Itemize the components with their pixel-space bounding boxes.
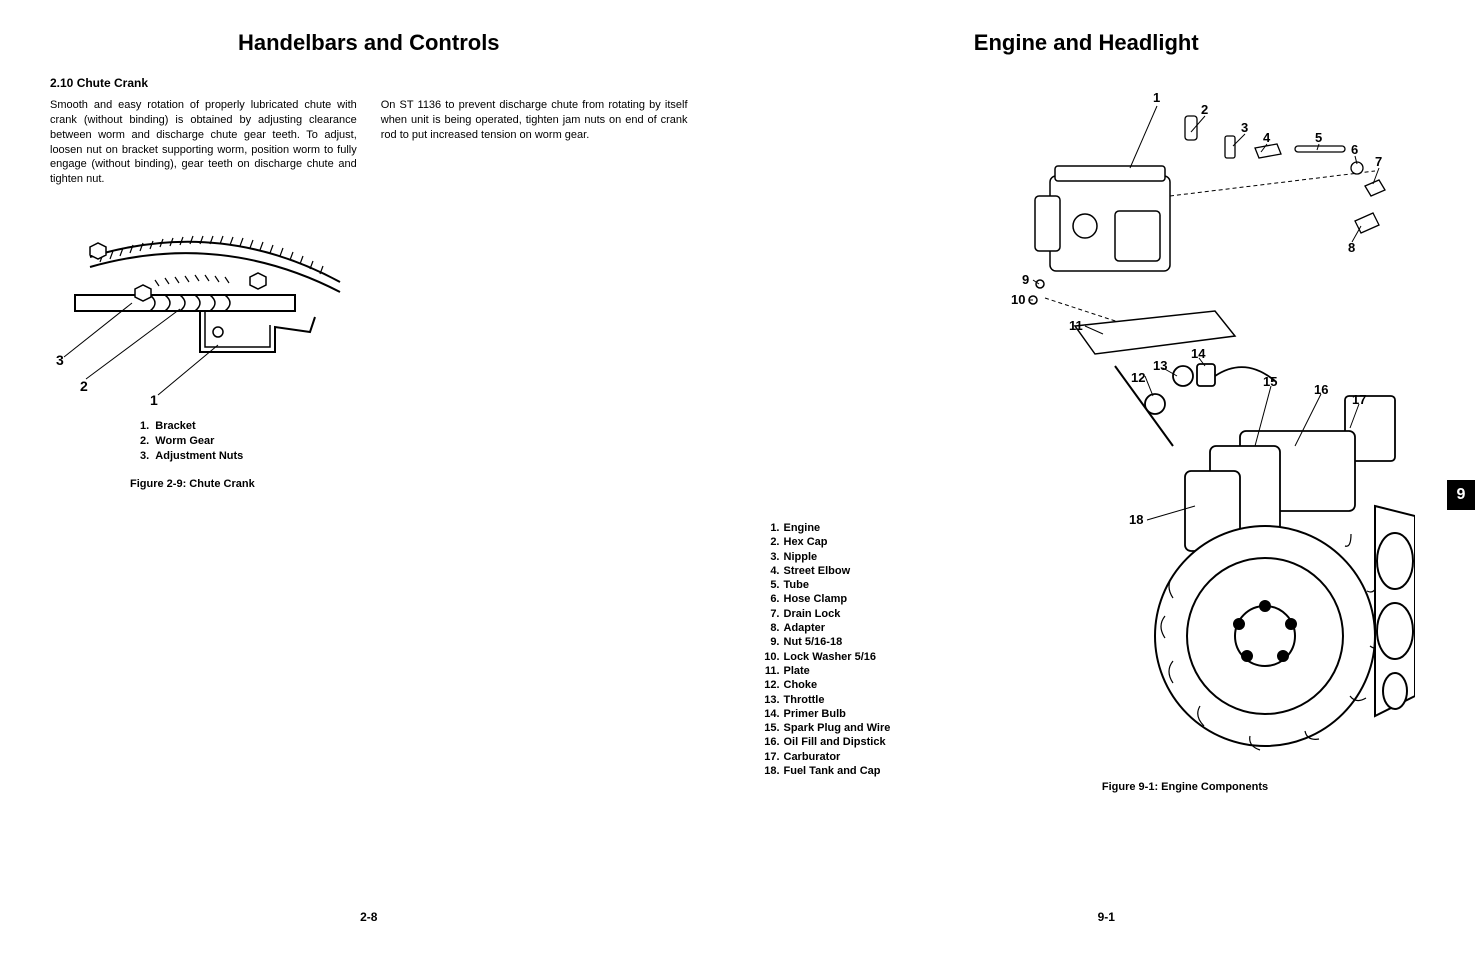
svg-text:14: 14 [1191,346,1206,361]
legend-item: 1. Bracket [140,419,688,434]
legend-item: 12.Choke [758,678,956,692]
legend-item: 13.Throttle [758,693,956,707]
svg-text:1: 1 [1153,90,1160,105]
legend-item: 3.Nipple [758,550,956,564]
legend-item: 11.Plate [758,664,956,678]
legend-item: 17.Carburator [758,750,956,764]
svg-text:15: 15 [1263,374,1277,389]
legend-item: 16.Oil Fill and Dipstick [758,735,956,749]
figure-2-9: 3 2 1 1. Bracket 2. Worm Gear 3. Adjustm… [50,227,688,490]
left-page-number: 2-8 [360,910,377,924]
left-page-title: Handelbars and Controls [50,30,688,56]
svg-text:12: 12 [1131,370,1145,385]
figure-2-9-caption: Figure 2-9: Chute Crank [130,478,688,490]
svg-text:5: 5 [1315,130,1322,145]
legend-item: 6.Hose Clamp [758,592,956,606]
svg-text:18: 18 [1129,512,1143,527]
legend-item: 7.Drain Lock [758,607,956,621]
engine-components-diagram: 1 2 3 4 5 6 7 8 9 10 11 12 13 14 [955,76,1415,766]
legend-item: 3. Adjustment Nuts [140,449,688,464]
figure-2-9-legend: 1. Bracket 2. Worm Gear 3. Adjustment Nu… [140,419,688,464]
figure-9-1-legend: 1.Engine 2.Hex Cap 3.Nipple 4.Street Elb… [758,521,956,793]
legend-item: 9.Nut 5/16-18 [758,635,956,649]
svg-text:6: 6 [1351,142,1358,157]
svg-text:17: 17 [1352,392,1366,407]
legend-item: 10.Lock Washer 5/16 [758,650,956,664]
right-page: Engine and Headlight 1.Engine 2.Hex Cap … [738,0,1475,954]
legend-item: 15.Spark Plug and Wire [758,721,956,735]
body-text-columns: Smooth and easy rotation of properly lub… [50,98,688,187]
svg-text:1: 1 [150,392,158,407]
svg-text:2: 2 [1201,102,1208,117]
svg-text:9: 9 [1022,272,1029,287]
legend-item: 4.Street Elbow [758,564,956,578]
svg-text:8: 8 [1348,240,1355,255]
legend-item: 18.Fuel Tank and Cap [758,764,956,778]
svg-text:2: 2 [80,378,88,394]
svg-text:16: 16 [1314,382,1328,397]
svg-text:10: 10 [1011,292,1025,307]
figure-9-1-caption: Figure 9-1: Engine Components [955,781,1415,793]
svg-text:13: 13 [1153,358,1167,373]
legend-item: 2.Hex Cap [758,535,956,549]
right-page-title: Engine and Headlight [758,30,1416,56]
svg-text:3: 3 [1241,120,1248,135]
legend-item: 5.Tube [758,578,956,592]
left-page: Handelbars and Controls 2.10 Chute Crank… [0,0,738,954]
figure-9-1: 1 2 3 4 5 6 7 8 9 10 11 12 13 14 [955,76,1415,793]
section-heading: 2.10 Chute Crank [50,76,688,90]
section-tab: 9 [1447,480,1475,510]
legend-item: 14.Primer Bulb [758,707,956,721]
right-page-number: 9-1 [1098,910,1115,924]
chute-crank-diagram: 3 2 1 [50,227,350,407]
svg-text:11: 11 [1069,318,1083,333]
legend-item: 8.Adapter [758,621,956,635]
legend-item: 1.Engine [758,521,956,535]
svg-text:4: 4 [1263,130,1271,145]
body-col-2: On ST 1136 to prevent discharge chute fr… [381,98,688,187]
body-col-1: Smooth and easy rotation of properly lub… [50,98,357,187]
legend-item: 2. Worm Gear [140,434,688,449]
svg-text:7: 7 [1375,154,1382,169]
svg-text:3: 3 [56,352,64,368]
